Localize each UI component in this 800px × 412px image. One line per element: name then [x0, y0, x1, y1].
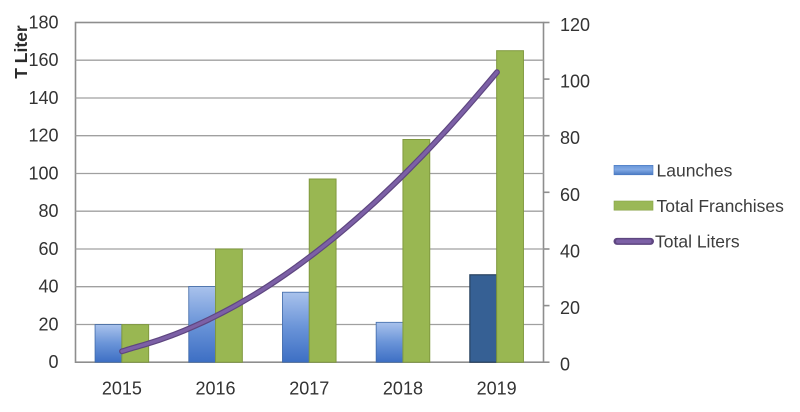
- svg-text:80: 80: [38, 201, 58, 221]
- svg-text:20: 20: [38, 315, 58, 335]
- svg-text:0: 0: [48, 352, 58, 372]
- svg-text:180: 180: [28, 13, 58, 33]
- svg-text:120: 120: [28, 126, 58, 146]
- svg-text:2017: 2017: [289, 379, 329, 399]
- svg-text:40: 40: [38, 277, 58, 297]
- svg-text:Launches: Launches: [657, 161, 733, 181]
- svg-text:2019: 2019: [477, 379, 517, 399]
- svg-text:2015: 2015: [102, 379, 142, 399]
- svg-text:80: 80: [560, 128, 580, 148]
- svg-text:2018: 2018: [383, 379, 423, 399]
- svg-text:140: 140: [28, 88, 58, 108]
- svg-text:60: 60: [38, 239, 58, 259]
- svg-text:Total Liters: Total Liters: [655, 231, 740, 251]
- svg-text:2016: 2016: [196, 379, 236, 399]
- svg-text:100: 100: [560, 72, 590, 92]
- svg-text:0: 0: [560, 355, 570, 375]
- svg-text:120: 120: [560, 15, 590, 35]
- svg-text:100: 100: [28, 164, 58, 184]
- svg-text:20: 20: [560, 298, 580, 318]
- svg-text:60: 60: [560, 185, 580, 205]
- svg-text:160: 160: [28, 50, 58, 70]
- svg-text:Total Franchises: Total Franchises: [657, 196, 785, 216]
- svg-text:T Liter: T Liter: [11, 25, 31, 79]
- svg-text:40: 40: [560, 242, 580, 262]
